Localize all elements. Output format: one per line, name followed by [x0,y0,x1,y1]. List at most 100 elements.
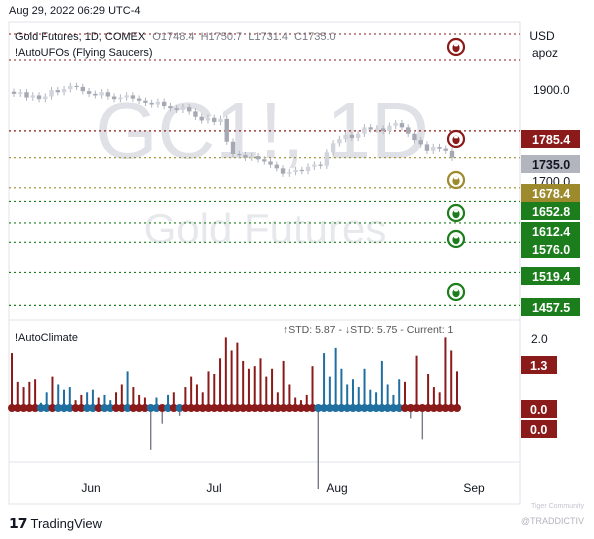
climate-dot [383,404,392,412]
candle-body [80,86,86,92]
candle-body [312,164,317,167]
candle-body [412,133,417,141]
ufo-marker-icon [446,37,466,57]
price-pane[interactable] [8,21,521,321]
ufo-marker-icon [446,203,466,223]
tradingview-logo[interactable]: 𝟭𝟳 TradingView [9,515,102,532]
climate-dot [320,404,329,412]
climate-dot [65,404,74,412]
climate-histogram [8,337,461,490]
climate-dot [406,404,415,412]
candle-body [174,108,179,110]
ufo-marker-icon [446,229,466,249]
climate-dot [273,404,282,412]
climate-dot [279,404,288,412]
osc-tag: 0.0 [521,420,557,438]
indicator-climate-legend[interactable]: !AutoClimate [15,332,78,344]
candle-body [368,127,373,130]
price-tag-value: 1735.0 [532,158,570,172]
datetime-label: Aug 29, 2022 06:29 UTC-4 [9,5,140,17]
candle-body [212,117,217,123]
price-tag-value: 1576.0 [532,243,570,257]
climate-dot [36,404,45,412]
climate-dot [239,404,248,412]
candle-body [330,143,336,153]
candle-body [280,168,286,174]
climate-dot [13,404,22,412]
climate-dot [418,404,427,412]
candle-body [180,107,186,110]
osc-tag-value: 0.0 [530,423,547,437]
price-tag-value: 1678.4 [532,187,570,201]
currency-label: USD [529,29,555,43]
chart-canvas[interactable]: GC1!, 1D Gold Futures Aug 29, 2022 06:29… [0,0,594,506]
candle-body [355,133,361,139]
candle-body [268,161,273,165]
candle-body [143,100,148,103]
oscillator-pane[interactable] [8,319,521,463]
climate-dot [429,404,438,412]
climate-dot [54,404,63,412]
candle-body [324,152,330,166]
candle-body [362,127,367,134]
time-axis[interactable] [8,461,521,505]
price-tag-value: 1785.4 [532,133,570,147]
candle-body [193,111,198,117]
climate-dot [117,404,126,412]
climate-dot [400,404,409,412]
candle-body [230,141,236,154]
climate-dot [88,404,97,412]
candle-body [68,85,73,90]
indicator-ufo-legend[interactable]: !AutoUFOs (Flying Saucers) [15,47,153,59]
candle-body [105,92,111,97]
climate-dot [158,404,167,412]
climate-dot [175,404,184,412]
ufo-markers [446,37,466,302]
candle-body [43,96,48,100]
climate-dot [8,404,16,412]
climate-dot [216,404,225,412]
candle-body [118,97,123,100]
climate-dot [453,404,461,412]
climate-dot [377,404,386,412]
climate-dot [198,404,207,412]
candle-body [343,134,348,140]
osc-tick: 2.0 [531,332,548,346]
price-tag: 1678.4 [521,184,580,202]
candle-body [393,123,398,126]
climate-dot [48,404,57,412]
price-tag-value: 1519.4 [532,270,570,284]
candle-body [243,155,248,158]
candle-body [424,144,430,151]
candle-body [374,128,380,130]
climate-dot [447,404,456,412]
climate-dot [169,404,178,412]
candle-body [443,148,448,151]
climate-dot [256,404,265,412]
climate-dot [77,404,86,412]
osc-tag: 1.3 [521,356,557,374]
ohlc-o-label: O [152,31,161,43]
climate-dot [152,404,161,412]
price-tag: 1785.4 [521,130,580,148]
candle-body [387,125,392,132]
climate-dot [424,404,433,412]
climate-dot [123,404,132,412]
candle-body [262,159,267,162]
level-lines [9,33,520,306]
climate-stats: ↑STD: 5.87 - ↓STD: 5.75 - Current: 1 [283,324,454,336]
climate-dot [325,404,334,412]
candle-body [155,101,161,105]
unit-label: apoz [532,46,558,60]
climate-dot [308,404,317,412]
candle-body [18,92,23,94]
symbol-legend[interactable]: Gold Futures, 1D, COMEX O1748.4 H1750.7 … [15,31,336,43]
osc-tag-value: 1.3 [530,359,547,373]
climate-dot [181,404,190,412]
climate-dot [268,404,277,412]
ohlc-l-label: L [248,31,254,43]
candle-body [249,156,254,158]
price-tag: 1652.8 [521,202,580,220]
climate-dot [146,404,155,412]
ohlc-h-label: H [201,31,209,43]
